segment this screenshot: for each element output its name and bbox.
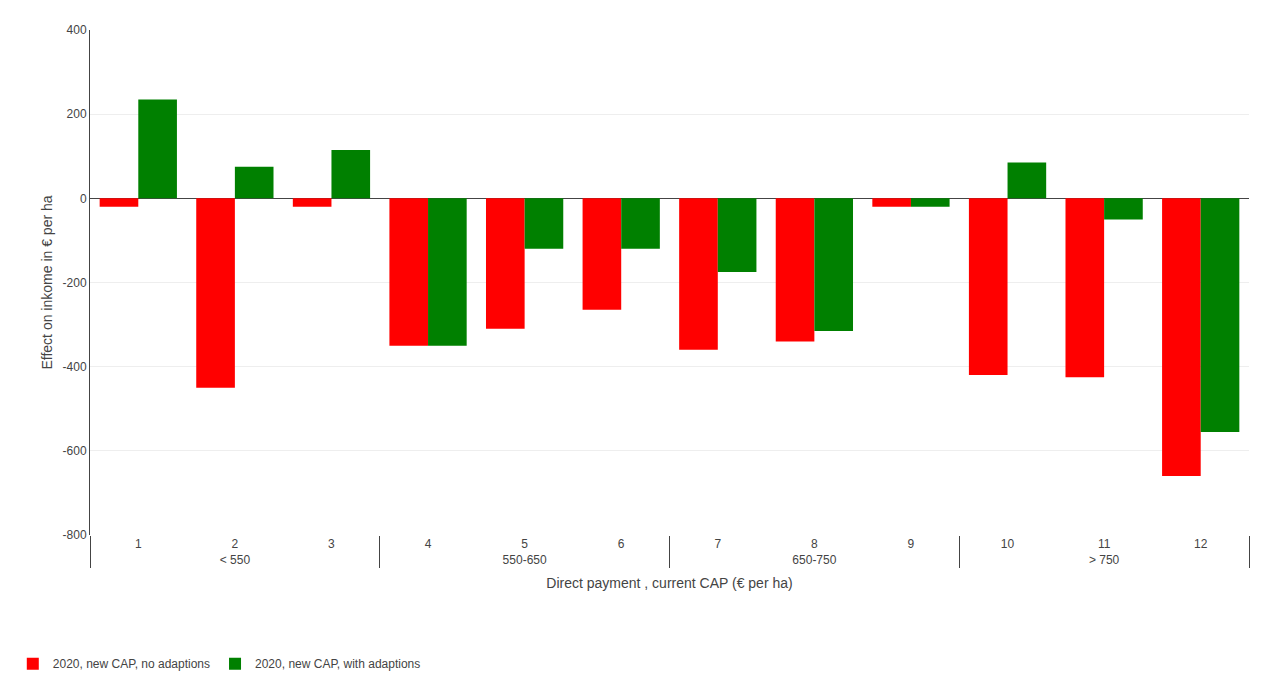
svg-text:650-750: 650-750	[792, 553, 836, 567]
svg-text:Effect on inkome in € per ha: Effect on inkome in € per ha	[39, 195, 55, 369]
svg-text:> 750: > 750	[1089, 553, 1120, 567]
svg-text:-800: -800	[63, 528, 87, 542]
svg-text:550-650: 550-650	[503, 553, 547, 567]
svg-text:4: 4	[425, 537, 432, 551]
svg-text:-600: -600	[63, 444, 87, 458]
svg-text:-400: -400	[63, 360, 87, 374]
svg-text:-200: -200	[63, 276, 87, 290]
svg-text:9: 9	[908, 537, 915, 551]
svg-text:2: 2	[232, 537, 239, 551]
svg-text:400: 400	[67, 23, 87, 37]
svg-text:2020, new CAP, no adaptions: 2020, new CAP, no adaptions	[53, 657, 210, 671]
svg-text:200: 200	[67, 107, 87, 121]
svg-text:10: 10	[1001, 537, 1015, 551]
svg-text:Direct payment , current CAP (: Direct payment , current CAP (€ per ha)	[546, 575, 792, 591]
svg-text:0: 0	[80, 192, 87, 206]
svg-text:12: 12	[1194, 537, 1208, 551]
svg-text:< 550: < 550	[220, 553, 251, 567]
svg-text:11: 11	[1098, 537, 1111, 551]
svg-text:3: 3	[328, 537, 335, 551]
svg-text:6: 6	[618, 537, 625, 551]
svg-text:8: 8	[811, 537, 818, 551]
svg-text:2020, new CAP, with adaptions: 2020, new CAP, with adaptions	[255, 657, 420, 671]
svg-text:5: 5	[521, 537, 528, 551]
svg-text:1: 1	[135, 537, 142, 551]
svg-text:7: 7	[714, 537, 721, 551]
